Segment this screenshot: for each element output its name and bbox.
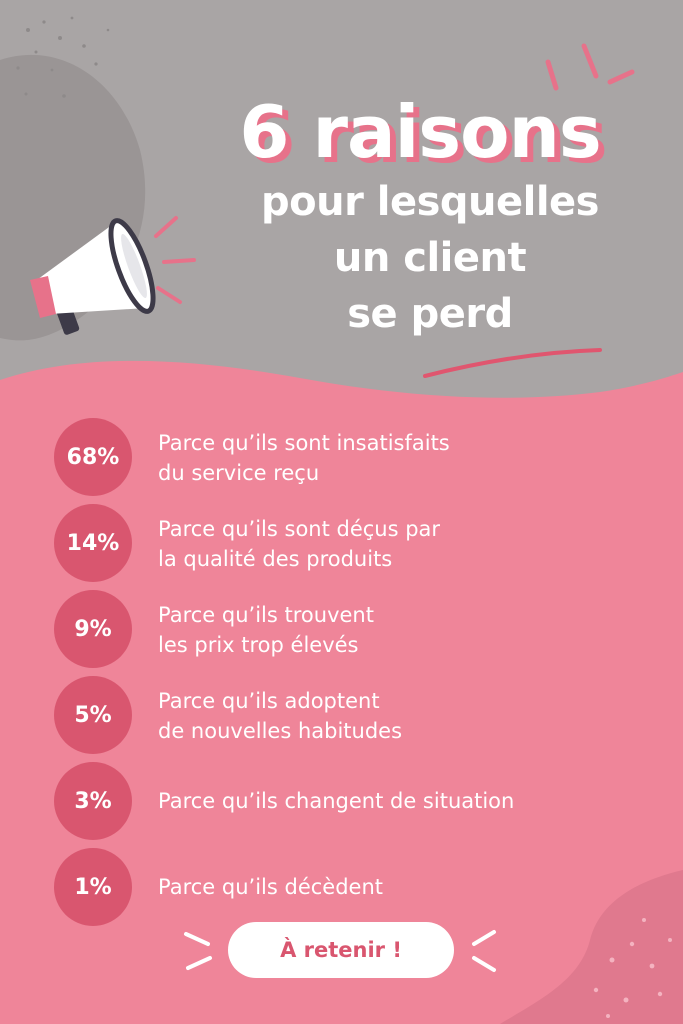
reason-line: Parce qu’ils décèdent <box>158 875 384 899</box>
subtitle-line-2: un client <box>333 235 527 281</box>
percent-badge: 3% <box>54 762 132 840</box>
decorative-blob-bottom <box>500 870 683 1024</box>
cta-sparkles <box>184 930 496 972</box>
reason-text: Parce qu’ils trouvent les prix trop élev… <box>158 600 638 660</box>
underline-swoosh <box>423 348 602 378</box>
speckle-dots <box>16 16 110 98</box>
reason-line: Parce qu’ils sont déçus par <box>158 517 441 541</box>
percent-badge: 1% <box>54 848 132 926</box>
percent-badge: 5% <box>54 676 132 754</box>
reason-line: Parce qu’ils changent de situation <box>158 789 515 813</box>
pink-section <box>0 360 683 1024</box>
reason-item: 9% Parce qu’ils trouvent les prix trop é… <box>54 590 654 676</box>
reason-line: du service reçu <box>158 461 320 485</box>
reason-line: Parce qu’ils adoptent <box>158 689 380 713</box>
percent-badge: 14% <box>54 504 132 582</box>
reason-line: Parce qu’ils sont insatisfaits <box>158 431 450 455</box>
sparkle-lines <box>545 43 635 91</box>
subtitle-line-3: se perd <box>347 291 513 337</box>
reason-line: les prix trop élevés <box>158 633 359 657</box>
reason-item: 5% Parce qu’ils adoptent de nouvelles ha… <box>54 676 654 762</box>
megaphone-icon <box>30 216 196 335</box>
reason-item: 3% Parce qu’ils changent de situation <box>54 762 654 848</box>
reason-item: 1% Parce qu’ils décèdent <box>54 848 654 934</box>
reason-item: 14% Parce qu’ils sont déçus par la quali… <box>54 504 654 590</box>
percent-badge: 9% <box>54 590 132 668</box>
reason-item: 68% Parce qu’ils sont insatisfaits du se… <box>54 418 654 504</box>
reason-text: Parce qu’ils sont insatisfaits du servic… <box>158 428 638 488</box>
reasons-list: 68% Parce qu’ils sont insatisfaits du se… <box>54 418 654 934</box>
percent-badge: 68% <box>54 418 132 496</box>
title-block: 6 raisons pour lesquelles un client se p… <box>190 90 670 342</box>
reason-text: Parce qu’ils décèdent <box>158 872 638 902</box>
reason-line: de nouvelles habitudes <box>158 719 403 743</box>
speckle-dots-bottom <box>593 918 672 1018</box>
page-title: 6 raisons <box>239 90 601 174</box>
reason-line: Parce qu’ils trouvent <box>158 603 374 627</box>
reason-line: la qualité des produits <box>158 547 393 571</box>
reason-text: Parce qu’ils changent de situation <box>158 786 638 816</box>
reason-text: Parce qu’ils sont déçus par la qualité d… <box>158 514 638 574</box>
retain-button[interactable]: À retenir ! <box>228 922 454 978</box>
subtitle-line-1: pour lesquelles <box>261 179 600 225</box>
reason-text: Parce qu’ils adoptent de nouvelles habit… <box>158 686 638 746</box>
